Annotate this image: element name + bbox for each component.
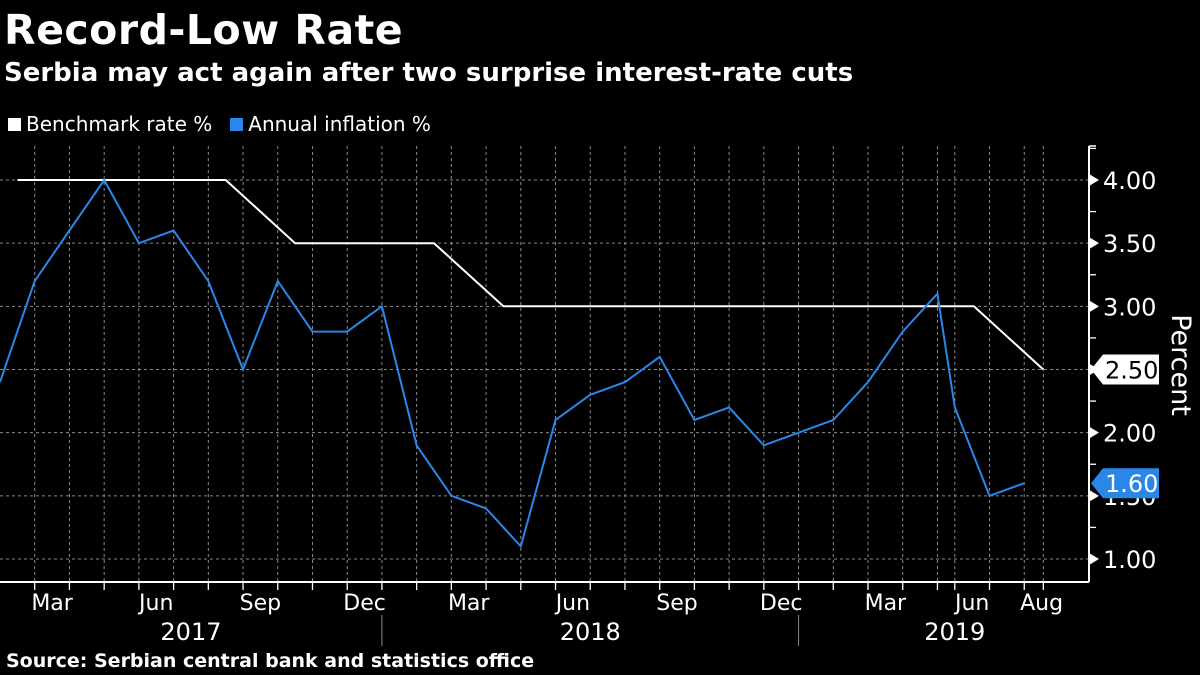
year-label: 2019	[924, 618, 985, 646]
legend-item-benchmark-rate: Benchmark rate %	[8, 110, 212, 138]
legend-swatch-annual-inflation	[230, 117, 244, 131]
y-tick-label: 3.50	[1103, 230, 1156, 258]
y-tick-arrow	[1089, 426, 1099, 439]
year-label: 2018	[560, 618, 621, 646]
x-tick-label: Jun	[953, 591, 989, 616]
legend-item-annual-inflation: Annual inflation %	[230, 110, 431, 138]
y-tick-label: 2.00	[1103, 420, 1156, 448]
annual-inflation-badge	[1091, 468, 1159, 499]
last-value-badges: 2.50 1.60	[1091, 354, 1159, 499]
y-tick-label: 4.00	[1103, 167, 1156, 195]
legend: Benchmark rate % Annual inflation %	[8, 110, 449, 138]
x-tick-label: Sep	[240, 591, 281, 616]
year-label: 2017	[160, 618, 221, 646]
y-tick-arrow	[1089, 237, 1099, 250]
x-tick-label: Jun	[554, 591, 590, 616]
grid	[0, 146, 1089, 582]
legend-label-benchmark-rate: Benchmark rate %	[26, 112, 213, 136]
annual-inflation-badge-label: 1.60	[1105, 470, 1158, 498]
y-axis-title: Percent	[1165, 314, 1196, 416]
y-tick-arrow	[1089, 553, 1099, 565]
source-note: Source: Serbian central bank and statist…	[6, 650, 535, 672]
chart-subtitle: Serbia may act again after two surprise …	[4, 58, 854, 88]
y-tick-label: 1.00	[1103, 546, 1156, 574]
y-tick-arrow	[1089, 300, 1099, 313]
benchmark-rate-badge-label: 2.50	[1105, 357, 1158, 385]
legend-label-annual-inflation: Annual inflation %	[248, 112, 431, 136]
benchmark-rate-line	[17, 179, 1044, 371]
chart-title: Record-Low Rate	[4, 6, 404, 54]
x-tick-label: Dec	[343, 591, 386, 616]
x-tick-label: Mar	[865, 591, 907, 616]
series-lines	[0, 178, 1044, 549]
x-tick-label: Aug	[1020, 591, 1063, 616]
y-tick-arrow	[1089, 489, 1099, 502]
benchmark-rate-badge	[1091, 354, 1159, 385]
y-tick-arrow	[1089, 174, 1099, 186]
x-axis-labels: Mar Jun Sep Dec Mar Jun Sep Dec Mar Jun Aug 2017 201…	[31, 591, 1063, 646]
y-tick-label: 3.00	[1103, 293, 1156, 321]
axes	[0, 145, 1099, 590]
x-tick-label: Jun	[137, 591, 173, 616]
x-tick-label: Mar	[448, 591, 490, 616]
annual-inflation-line	[0, 178, 1025, 549]
x-tick-label: Sep	[656, 591, 697, 616]
x-tick-label: Mar	[31, 591, 73, 616]
x-tick-label: Dec	[760, 591, 803, 616]
legend-swatch-benchmark-rate	[8, 117, 21, 131]
